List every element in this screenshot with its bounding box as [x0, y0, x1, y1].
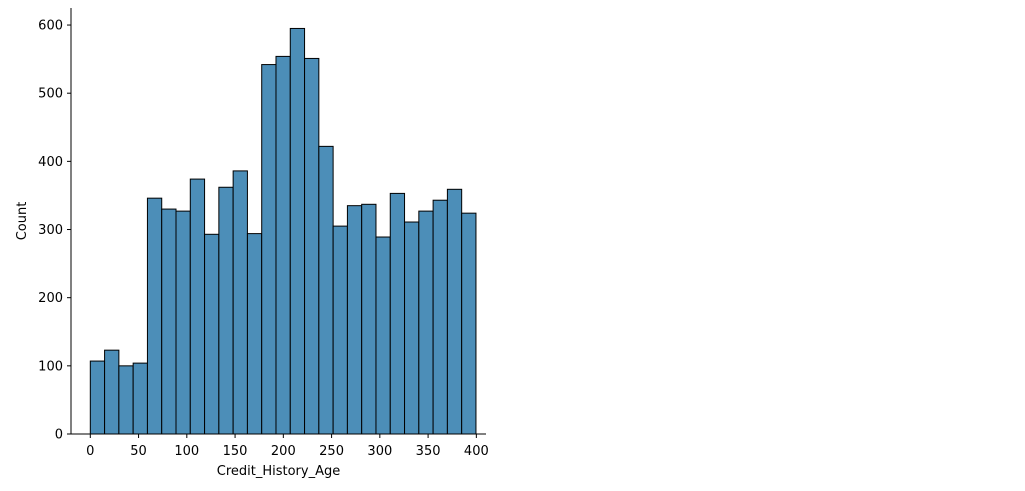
histogram-bar: [232, 170, 248, 435]
histogram-bar: [389, 192, 406, 435]
x-tick-label: 300: [367, 444, 392, 459]
y-tick-label: 300: [38, 223, 63, 238]
histogram-bar: [218, 186, 234, 435]
y-tick-label: 100: [38, 359, 63, 374]
y-axis-label: Count: [15, 202, 30, 241]
x-tick-label: 100: [174, 444, 199, 459]
y-tick-label: 500: [38, 87, 63, 102]
histogram-bar: [275, 55, 291, 435]
x-axis-label: Credit_History_Age: [217, 464, 341, 479]
histogram-bar: [175, 210, 191, 435]
x-tick-label: 400: [464, 444, 489, 459]
histogram-bar: [418, 210, 434, 435]
bars-group: [89, 27, 477, 435]
x-ticks-group: 0 50 100 150 200 250 300 350 400: [86, 434, 489, 459]
x-tick-label: 50: [130, 444, 147, 459]
histogram-bar: [318, 145, 334, 435]
histogram-bar: [132, 362, 148, 435]
histogram-bar: [89, 360, 106, 435]
x-tick-label: 200: [271, 444, 296, 459]
histogram-bar: [375, 236, 391, 435]
histogram-bar: [361, 203, 377, 435]
histogram-bar: [404, 221, 420, 435]
y-tick-label: 600: [38, 19, 63, 34]
histogram-bar: [246, 233, 263, 435]
histogram-bar: [261, 64, 277, 435]
x-tick-label: 350: [416, 444, 441, 459]
histogram-bar: [332, 225, 348, 435]
y-ticks-group: 0 100 200 300 400 500 600: [38, 19, 71, 443]
histogram-bar: [118, 365, 134, 435]
x-tick-label: 250: [319, 444, 344, 459]
y-tick-label: 200: [38, 291, 63, 306]
histogram-bar: [446, 188, 463, 435]
histogram-bar: [161, 208, 177, 435]
histogram-bar: [432, 199, 448, 435]
histogram-bar: [289, 27, 306, 435]
histogram-bar: [146, 197, 163, 435]
y-tick-label: 0: [55, 428, 63, 443]
histogram-bar: [346, 205, 363, 435]
histogram-bar: [461, 212, 477, 435]
histogram-bar: [104, 349, 120, 435]
y-tick-label: 400: [38, 155, 63, 170]
histogram-bar: [304, 57, 320, 435]
histogram-bar: [189, 178, 206, 435]
x-tick-label: 0: [86, 444, 94, 459]
x-tick-label: 150: [223, 444, 248, 459]
histogram-bar: [204, 233, 220, 435]
